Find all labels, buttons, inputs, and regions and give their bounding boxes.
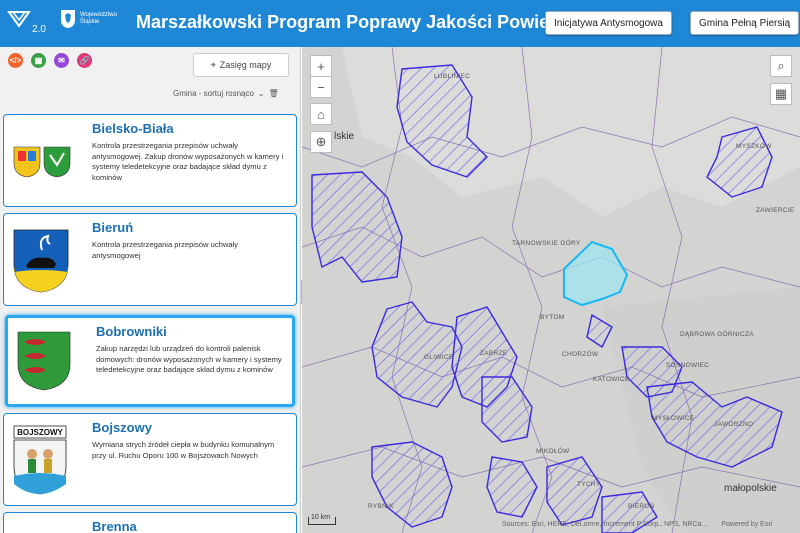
home-icon[interactable]: ⌂ — [310, 103, 332, 125]
card-description: Kontrola przestrzegania przepisów uchwał… — [92, 141, 284, 182]
link-icon[interactable]: 🔗 — [77, 53, 92, 68]
list-item-brenna[interactable]: Brenna — [3, 512, 297, 533]
silesia-crest-icon — [61, 10, 75, 28]
sort-label: Gmina - sortuj rosnąco — [173, 89, 254, 98]
map-label: LUBLINIEC — [434, 73, 471, 80]
gmina-button[interactable]: Gmina Pełną Piersią — [690, 11, 800, 35]
map-label: SOSNOWIEC — [666, 362, 710, 369]
share-tools: </> ▦ ✉ 🔗 — [8, 53, 92, 68]
mail-icon[interactable]: ✉ — [54, 53, 69, 68]
card-name: Brenna — [92, 519, 137, 533]
trash-icon[interactable]: 🗑 — [268, 89, 279, 98]
list-item-bielsko-biala[interactable]: Bielsko-Biała Kontrola przestrzegania pr… — [3, 114, 297, 207]
map-label: RYBNIK — [368, 503, 394, 510]
list-item-bojszowy[interactable]: BOJSZOWY Bojszowy Wymiana strych źródeł … — [3, 413, 297, 506]
code-icon[interactable]: </> — [8, 53, 23, 68]
bielsko-biala-crest-icon — [13, 146, 71, 178]
bobrowniki-crest-icon — [17, 331, 71, 391]
card-description: Zakup narzędzi lub urządzeń do kontroli … — [96, 344, 282, 374]
card-description: Wymiana strych źródeł ciepła w budynku k… — [92, 440, 275, 460]
basemap-gallery-icon[interactable]: ▦ — [770, 83, 792, 105]
list-item-bierun[interactable]: Bieruń Kontrola przestrzegania przepisów… — [3, 213, 297, 306]
zoom-in-button[interactable]: + — [310, 55, 332, 77]
qr-icon[interactable]: ▦ — [31, 53, 46, 68]
zoom-out-button[interactable]: − — [310, 76, 332, 98]
map-label: ZABRZE — [480, 350, 508, 357]
list-item-bobrowniki[interactable]: Bobrowniki Zakup narzędzi lub urządzeń d… — [5, 315, 295, 407]
page-title: Marszałkowski Program Poprawy Jakości Po… — [136, 12, 582, 32]
sort-control[interactable]: Gmina - sortuj rosnąco ⌄ 🗑 — [173, 89, 279, 98]
app-logo: 2.0 — [6, 8, 46, 40]
map-label: GLIWICE — [424, 354, 454, 361]
card-name: Bojszowy — [92, 420, 152, 435]
map-label: MYSŁOWICE — [652, 415, 695, 422]
region-label-left: lskie — [334, 131, 355, 142]
map-label: CHORZÓW — [562, 351, 599, 358]
sidebar: </> ▦ ✉ 🔗 ⌖ Zasięg mapy Gmina - sortuj r… — [0, 47, 301, 533]
map-label: ZAWIERCIE — [756, 207, 795, 214]
card-name: Bielsko-Biała — [92, 121, 174, 136]
map-extent-label: Zasięg mapy — [219, 60, 272, 70]
initiative-button[interactable]: Inicjatywa Antysmogowa — [545, 11, 672, 35]
card-name: Bobrowniki — [96, 324, 167, 339]
card-name: Bieruń — [92, 220, 134, 235]
powered-by-text[interactable]: Powered by Esri — [721, 521, 773, 528]
scale-label: 10 km — [311, 514, 331, 521]
map-view[interactable]: LUBLINIEC MYSZKÓW ZAWIERCIE TARNOWSKIE G… — [302, 47, 800, 533]
search-icon[interactable]: ⌕ — [770, 55, 792, 77]
diamond-logo-icon — [7, 11, 31, 28]
locate-icon[interactable]: ⊕ — [310, 131, 332, 153]
map-label: JAWORZNO — [714, 421, 754, 428]
map-label: BIERUŃ — [628, 503, 655, 510]
map-attribution: Sources: Esri, HERE, DeLorme, Increment … — [502, 521, 772, 528]
bojszowy-crest-icon: BOJSZOWY — [13, 425, 67, 495]
bierun-crest-icon — [13, 229, 69, 293]
map-label: TYCHY — [577, 481, 601, 488]
attribution-text: Sources: Esri, HERE, DeLorme, Increment … — [502, 521, 708, 528]
map-label: DĄBROWA GÓRNICZA — [680, 331, 754, 338]
card-description: Kontrola przestrzegania przepisów uchwał… — [92, 240, 239, 260]
map-canvas — [302, 47, 800, 533]
chevron-down-icon: ⌄ — [257, 89, 265, 98]
scale-bar: 10 km — [308, 514, 336, 525]
region-label-right: małopolskie — [724, 483, 777, 494]
map-label: BYTOM — [540, 314, 565, 321]
version-label: 2.0 — [32, 24, 46, 35]
map-label: MIKOŁÓW — [536, 448, 570, 455]
map-label: MYSZKÓW — [736, 143, 772, 150]
map-extent-button[interactable]: ⌖ Zasięg mapy — [193, 53, 289, 77]
voivodeship-label: Województwo Śląskie — [80, 12, 117, 25]
map-label: TARNOWSKIE GÓRY — [512, 240, 581, 247]
map-label: KATOWICE — [593, 376, 630, 383]
app-header: 2.0 Województwo Śląskie Marszałkowski Pr… — [0, 0, 800, 47]
pin-icon: ⌖ — [210, 59, 216, 70]
bojszowy-crest-text: BOJSZOWY — [17, 428, 63, 437]
